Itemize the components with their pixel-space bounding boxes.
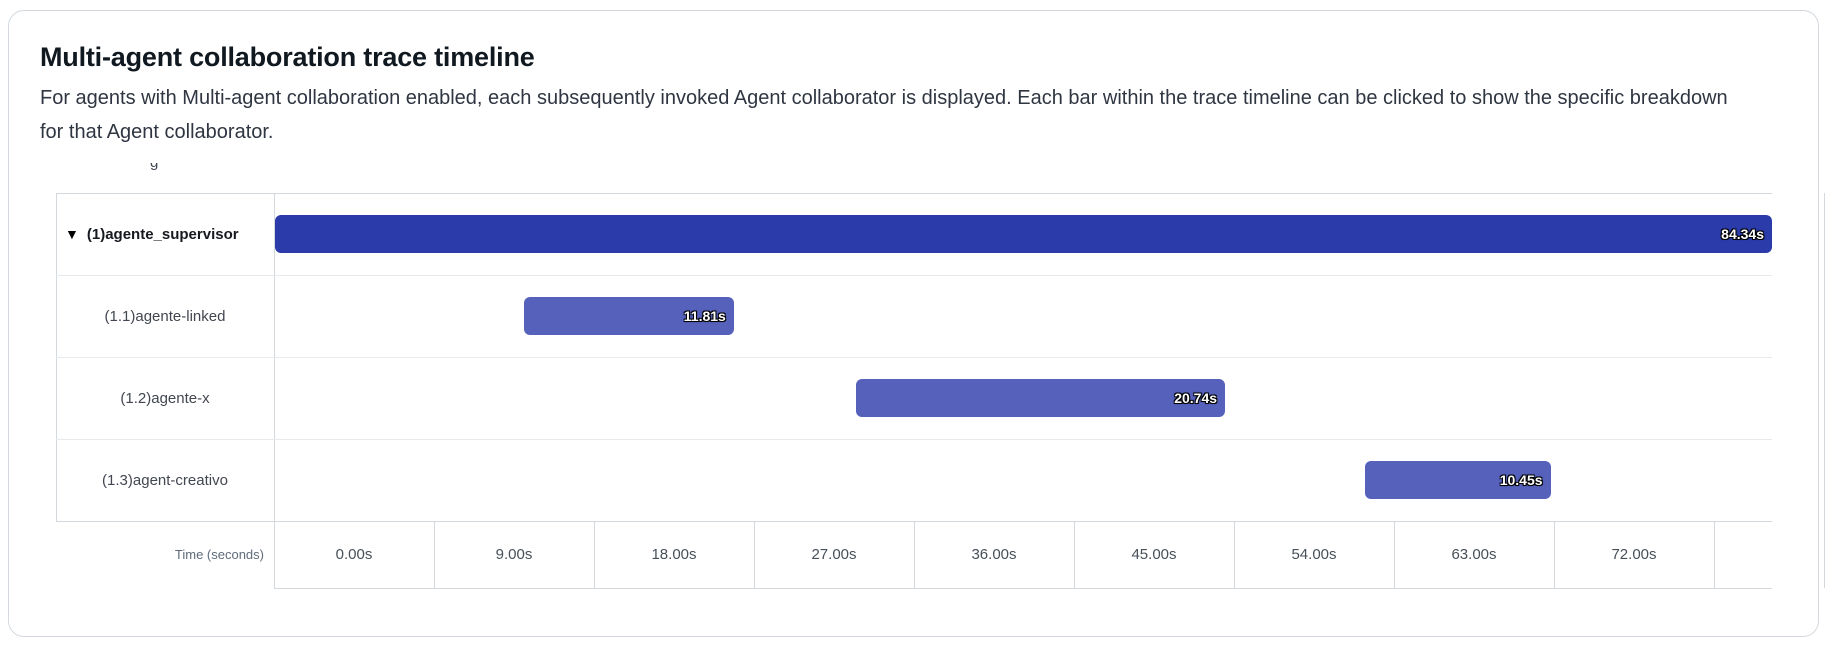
time-tick-cell: 63.00s	[1451, 546, 1497, 563]
bar-duration-label: 20.74s	[1174, 390, 1218, 406]
agent-row-toggle[interactable]: ▼ (1)agente_supervisor	[56, 193, 274, 275]
tick-cell-border	[1394, 521, 1395, 588]
time-tick-cell: 18.00s	[651, 546, 697, 563]
timeline-row: (1.3)agent-creativo 10.45s	[56, 439, 1772, 521]
trace-bar[interactable]: 10.45s	[1364, 461, 1551, 499]
agent-name: (1.3)agent-creativo	[102, 471, 228, 489]
tick-cell-border	[434, 521, 435, 588]
clipped-text-artifact: g	[150, 163, 166, 180]
axis-bottom-border	[274, 588, 1772, 589]
row-divider	[56, 357, 1772, 358]
trace-bar[interactable]: 84.34s	[275, 215, 1772, 253]
row-divider	[56, 439, 1772, 440]
tick-cell-border	[1234, 521, 1235, 588]
table-top-border	[56, 193, 1772, 194]
bar-duration-label: 84.34s	[1721, 226, 1764, 242]
trace-timeline-card: Multi-agent collaboration trace timeline…	[8, 10, 1825, 637]
bar-duration-label: 10.45s	[1499, 472, 1543, 488]
time-axis-title: Time (seconds)	[174, 547, 264, 562]
bar-duration-label: 11.81s	[683, 308, 726, 324]
time-tick-cell: 27.00s	[811, 546, 857, 563]
time-tick-cell: 9.00s	[495, 546, 533, 563]
agent-name: (1.1)agente-linked	[104, 307, 226, 325]
timeline-row: (1.2)agente-x 20.74s	[56, 357, 1772, 439]
timeline-row: ▼ (1)agente_supervisor 84.34s	[56, 193, 1772, 275]
table-right-border	[1824, 193, 1825, 588]
tick-cell-border	[594, 521, 595, 588]
tick-cell-border	[754, 521, 755, 588]
timeline-row: (1.1)agente-linked 11.81s	[56, 275, 1772, 357]
tick-cell-border	[1554, 521, 1555, 588]
page-description: For agents with Multi-agent collaboratio…	[40, 87, 1728, 143]
time-tick-cell: 45.00s	[1131, 546, 1177, 563]
time-tick-cell: 0.00s	[335, 546, 373, 563]
time-tick-cell: 72.00s	[1611, 546, 1657, 563]
caret-down-icon[interactable]: ▼	[65, 226, 79, 242]
tick-cell-border	[1714, 521, 1715, 588]
label-column-border	[274, 193, 275, 588]
row-divider	[56, 275, 1772, 276]
agent-row-label: (1.3)agent-creativo	[56, 439, 274, 521]
tick-cell-border	[1074, 521, 1075, 588]
agent-name: (1.2)agente-x	[120, 389, 210, 407]
agent-row-label: (1.1)agente-linked	[56, 275, 274, 357]
trace-gantt-chart: Time (seconds) ▼ (1)agente_supervisor 84.3…	[56, 193, 1825, 589]
trace-bar[interactable]: 20.74s	[856, 379, 1226, 417]
time-tick-cell: 54.00s	[1291, 546, 1337, 563]
tick-cell-border	[914, 521, 915, 588]
page-title: Multi-agent collaboration trace timeline	[40, 42, 535, 72]
trace-bar[interactable]: 11.81s	[523, 297, 734, 335]
agent-name: (1)agente_supervisor	[86, 225, 239, 243]
agent-row-label: (1.2)agente-x	[56, 357, 274, 439]
time-tick-cell: 36.00s	[971, 546, 1017, 563]
